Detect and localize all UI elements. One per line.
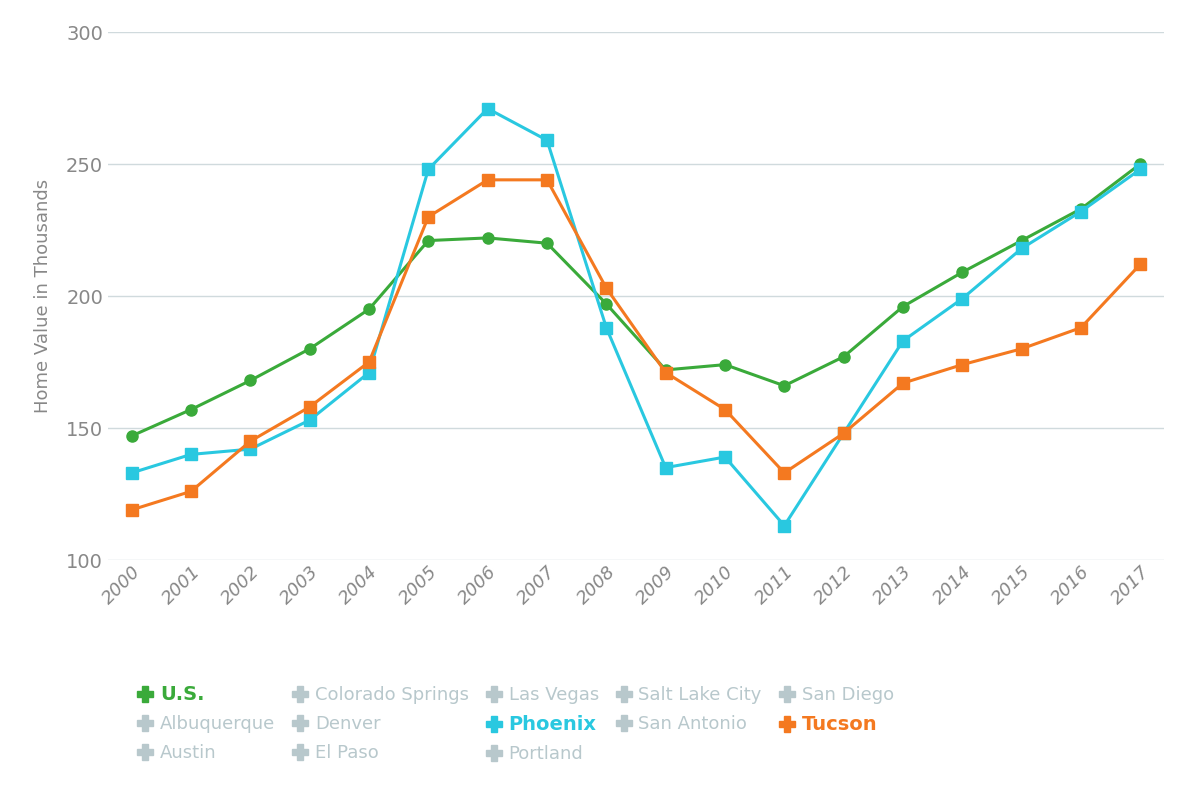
Legend: U.S., Albuquerque, Austin, Colorado Springs, Denver, El Paso, Las Vegas, Phoenix: U.S., Albuquerque, Austin, Colorado Spri… [138,685,894,763]
Y-axis label: Home Value in Thousands: Home Value in Thousands [34,179,52,413]
